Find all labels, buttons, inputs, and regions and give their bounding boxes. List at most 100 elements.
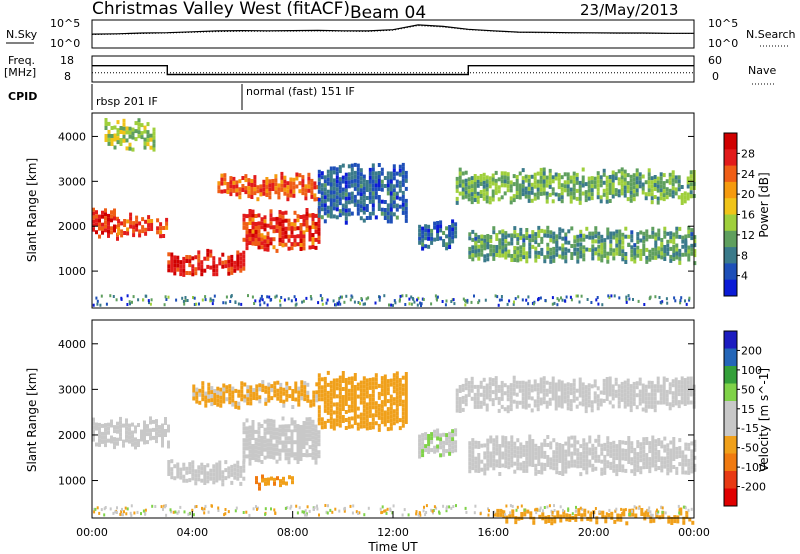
colorbar-tick-label: 50	[741, 383, 755, 396]
ytick-label: 4000	[58, 130, 86, 143]
echo-band-3	[242, 207, 321, 253]
xtick-label: 00:00	[678, 526, 710, 539]
power-frame	[91, 112, 695, 309]
echo-band-4	[317, 370, 408, 432]
echo-band-9	[468, 239, 697, 266]
xtick-label: 12:00	[377, 526, 409, 539]
echo-band-5	[455, 375, 696, 414]
colorbar-swatch	[724, 488, 737, 507]
cpid-segment-1: rbsp 201 IF	[96, 95, 158, 108]
colorbar-swatch	[724, 181, 737, 199]
echo-band-0	[92, 207, 119, 241]
freq-left-label: Freq.	[8, 54, 35, 67]
xtick-label: 16:00	[477, 526, 509, 539]
xtick-label: 20:00	[578, 526, 610, 539]
echo-band-6	[468, 434, 697, 477]
colorbar-tick-label: 24	[741, 168, 755, 181]
velocity-x-ticks: 00:00 04:00 08:00 12:00 16:00 20:00 00:00	[76, 511, 710, 539]
colorbar-tick-label: 15	[741, 403, 755, 416]
xtick-label: 08:00	[277, 526, 309, 539]
beam-label: Beam 04	[350, 3, 426, 23]
frequency-panel: Freq. [MHz] 18 8 60 0 Nave	[4, 54, 776, 85]
colorbar-tick-label: 8	[741, 249, 748, 262]
noise-left-tick-top: 10^5	[50, 17, 80, 30]
ytick-label: 1000	[58, 265, 86, 278]
echo-band-2	[242, 416, 321, 466]
echo-band-3	[192, 380, 319, 410]
velocity-colorbar-label: Velocity [m s^-1]	[757, 368, 771, 472]
colorbar-tick-label: 4	[741, 270, 748, 283]
ytick-label: 3000	[58, 383, 86, 396]
velocity-echo-field	[92, 370, 697, 526]
colorbar-tick-label: 200	[741, 344, 762, 357]
time-axis-label: Time UT	[367, 540, 418, 554]
ytick-label: 2000	[58, 220, 86, 233]
power-panel: 4000 3000 2000 1000 Slant Range [km] 28 24 20…	[25, 112, 771, 309]
colorbar-frame	[723, 330, 738, 507]
colorbar-tick-label: 20	[741, 188, 755, 201]
colorbar-tick-label: 12	[741, 229, 755, 242]
velocity-panel: 4000 3000 2000 1000 00:00 04:00 08:00 12:00 16:…	[25, 319, 771, 554]
freq-left-tick-top: 18	[60, 54, 74, 67]
frequency-line	[92, 64, 694, 76]
freq-right-label: Nave	[748, 64, 776, 77]
power-colorbar-label: Power [dB]	[757, 172, 771, 237]
colorbar-swatch	[724, 230, 737, 248]
echo-band-2	[167, 248, 246, 277]
cpid-panel: CPID rbsp 201 IF normal (fast) 151 IF	[8, 84, 355, 110]
colorbar-tick-label: -50	[741, 442, 759, 455]
cpid-label: CPID	[8, 90, 37, 103]
echo-band-5	[104, 118, 156, 152]
echo-band-1	[117, 212, 169, 239]
noise-right-tick-top: 10^5	[708, 17, 738, 30]
power-y-ticks: 4000 3000 2000 1000	[58, 130, 694, 278]
freq-right-tick-bottom: 0	[712, 70, 719, 83]
ytick-label: 4000	[58, 338, 86, 351]
velocity-y-ticks: 4000 3000 2000 1000	[58, 338, 694, 488]
colorbar-swatch	[724, 401, 737, 419]
echo-band-7	[418, 428, 458, 459]
velocity-colorbar: 200 100 50 15 -15 -50 -100 -200	[723, 330, 766, 507]
ground-scatter-speckle	[93, 504, 693, 517]
colorbar-swatch	[724, 263, 737, 281]
echo-band-10	[418, 219, 458, 251]
xtick-label: 00:00	[76, 526, 108, 539]
echo-band-7	[455, 167, 696, 205]
noise-left-tick-bottom: 10^0	[50, 37, 80, 50]
power-ylabel: Slant Range [km]	[25, 158, 39, 262]
echo-band-8	[255, 474, 294, 491]
ytick-label: 1000	[58, 475, 86, 488]
freq-left-tick-bottom: 8	[64, 70, 71, 83]
echo-band-6	[317, 162, 408, 225]
colorbar-swatch	[724, 453, 737, 472]
colorbar-swatch	[724, 366, 737, 384]
colorbar-swatch	[724, 165, 737, 183]
date-label: 23/May/2013	[580, 1, 678, 19]
station-title: Christmas Valley West (fitACF)	[92, 0, 350, 19]
colorbar-swatch	[724, 247, 737, 264]
colorbar-tick-label: 16	[741, 209, 755, 222]
colorbar-swatch	[724, 279, 737, 297]
noise-frame	[91, 19, 695, 49]
colorbar-swatch	[724, 383, 737, 402]
noise-right-label: N.Search	[746, 28, 796, 41]
power-colorbar: 28 24 20 16 12 8 4	[723, 132, 755, 297]
colorbar-tick-label: -15	[741, 422, 759, 435]
echo-band-4	[217, 171, 320, 202]
colorbar-swatch	[724, 418, 737, 437]
velocity-ylabel: Slant Range [km]	[25, 368, 39, 472]
colorbar-tick-label: 100	[741, 364, 762, 377]
frequency-frame	[91, 55, 695, 83]
colorbar-swatch	[724, 133, 737, 150]
freq-left-unit: [MHz]	[4, 66, 36, 79]
noise-sky-line	[91, 24, 694, 35]
noise-panel: N.Sky 10^5 10^0 10^5 10^0 N.Search	[6, 17, 796, 50]
power-echo-field	[92, 118, 697, 307]
freq-right-tick-top: 60	[708, 54, 722, 67]
colorbar-tick-label: 28	[741, 147, 755, 160]
echo-band-0	[92, 416, 170, 450]
cpid-segment-2: normal (fast) 151 IF	[246, 85, 355, 98]
colorbar-swatch	[724, 348, 737, 367]
colorbar-swatch	[724, 214, 737, 232]
